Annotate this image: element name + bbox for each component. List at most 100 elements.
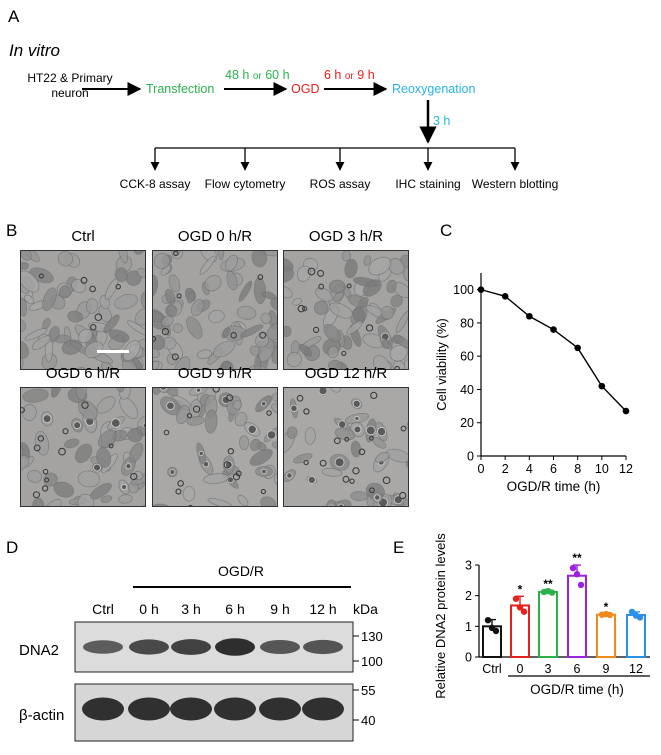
micrograph-image <box>283 387 409 507</box>
e-x-axis-label: OGD/R time (h) <box>530 682 624 697</box>
micrograph-label: OGD 6 h/R <box>45 365 121 382</box>
c-x-axis-label: OGD/R time (h) <box>507 479 601 494</box>
lane-label: Ctrl <box>92 601 114 617</box>
c-x-tick-label: 4 <box>526 462 533 476</box>
c-y-tick-label: 80 <box>460 316 474 330</box>
panel-b: B <box>6 221 17 240</box>
micrograph-label: OGD 3 h/R <box>308 228 384 245</box>
micrograph-label: OGD 9 h/R <box>177 365 253 382</box>
e-y-tick-label: 3 <box>465 559 472 573</box>
e-y-tick-label: 2 <box>465 589 472 603</box>
panel-c: C 0 20 40 60 80 100 0 2 4 6 8 10 12 Cell viability (%… <box>434 221 633 494</box>
c-y-tick-label: 100 <box>453 283 474 297</box>
actin-band <box>302 697 344 721</box>
e-data-point <box>577 581 585 589</box>
c-data-point <box>526 312 533 320</box>
e-bar <box>626 613 646 659</box>
dna2-band <box>129 639 169 655</box>
c-x-tick-label: 6 <box>550 462 557 476</box>
e-data-point <box>569 564 577 572</box>
mw-40: 40 <box>361 713 375 728</box>
c-x-tick-label: 10 <box>595 462 609 476</box>
c-x-tick-label: 0 <box>478 462 485 476</box>
e-data-point <box>632 612 640 619</box>
e-y-axis-label: Relative DNA2 protein levels <box>433 533 448 699</box>
mw-130: 130 <box>361 629 383 644</box>
actin-label: β-actin <box>19 707 64 724</box>
e-data-point <box>544 587 552 595</box>
e-x-tick-label: 12 <box>629 662 643 676</box>
micrograph-label: Ctrl <box>71 228 95 245</box>
c-y-tick-label: 20 <box>460 416 474 430</box>
e-bar <box>596 613 616 658</box>
dna2-band <box>83 640 123 654</box>
e-data-point <box>520 608 528 615</box>
e-x-tick-label: 9 <box>603 662 610 676</box>
micrograph-label: OGD 12 h/R <box>304 365 388 382</box>
c-y-tick-label: 40 <box>460 383 474 397</box>
lane-label: 3 h <box>181 601 200 617</box>
c-x-tick-label: 8 <box>574 462 581 476</box>
assay-label: CCK-8 assay <box>120 177 191 191</box>
panel-c-letter: C <box>440 221 452 240</box>
e-x-tick-label: 6 <box>574 662 581 676</box>
e-x-tick-label: 0 <box>517 662 524 676</box>
c-data-point <box>574 344 581 352</box>
dna2-label: DNA2 <box>19 642 59 659</box>
time-ogd: 6 h or 9 h <box>324 68 375 82</box>
c-data-point <box>598 382 606 390</box>
time-transfection: 48 h or 60 h <box>225 68 290 82</box>
scale-bar <box>97 350 129 353</box>
e-x-tick-label: Ctrl <box>482 662 501 676</box>
panel-a: A In vitro HT22 & Primary neuron Transfe… <box>8 7 558 191</box>
lane-label: 12 h <box>309 601 336 617</box>
in-vitro-title: In vitro <box>9 41 60 60</box>
e-significance: ** <box>572 551 582 565</box>
panel-d-letter: D <box>6 538 18 557</box>
e-data-point <box>516 604 524 611</box>
panel-a-letter: A <box>8 7 20 26</box>
micrograph-image <box>20 387 146 507</box>
e-y-tick-label: 0 <box>465 651 472 665</box>
actin-band <box>170 697 212 721</box>
e-significance: ** <box>543 577 553 591</box>
mw-100: 100 <box>361 654 383 669</box>
assay-label: IHC staining <box>395 177 460 191</box>
actin-band <box>128 697 170 721</box>
c-data-point <box>477 286 485 293</box>
step-ogd: OGD <box>291 82 319 96</box>
e-bar <box>538 590 558 659</box>
c-y-tick-label: 60 <box>460 350 474 364</box>
actin-band <box>82 697 124 721</box>
source-cells-line2: neuron <box>51 86 88 100</box>
c-x-tick-label: 2 <box>502 462 509 476</box>
step-reoxygenation: Reoxygenation <box>392 82 475 96</box>
actin-band <box>214 697 256 721</box>
e-data-point <box>488 624 496 632</box>
panel-b-letter: B <box>6 221 17 240</box>
dna2-band <box>171 639 211 655</box>
kda-label: kDa <box>353 601 378 617</box>
assay-label: Flow cytometry <box>205 177 286 191</box>
e-x-tick-label: 3 <box>545 662 552 676</box>
e-bar <box>567 574 587 659</box>
e-y-tick-label: 1 <box>465 620 472 634</box>
step-transfection: Transfection <box>146 82 214 96</box>
e-data-point <box>573 571 581 578</box>
e-data-point <box>602 610 610 618</box>
c-x-tick-label: 12 <box>619 462 633 476</box>
micrograph-image <box>283 250 409 370</box>
micrograph-label: OGD 0 h/R <box>177 228 253 245</box>
mw-55: 55 <box>361 683 375 698</box>
dna2-band <box>215 638 255 656</box>
lane-label: 0 h <box>139 601 158 617</box>
time-reoxygenation: 3 h <box>433 114 450 128</box>
c-data-point <box>501 292 509 300</box>
source-cells-line1: HT22 & Primary <box>27 71 112 85</box>
assay-label: ROS assay <box>310 177 371 191</box>
c-y-axis-label: Cell viability (%) <box>434 318 449 410</box>
c-data-point <box>550 326 557 333</box>
c-series-line <box>480 288 627 412</box>
